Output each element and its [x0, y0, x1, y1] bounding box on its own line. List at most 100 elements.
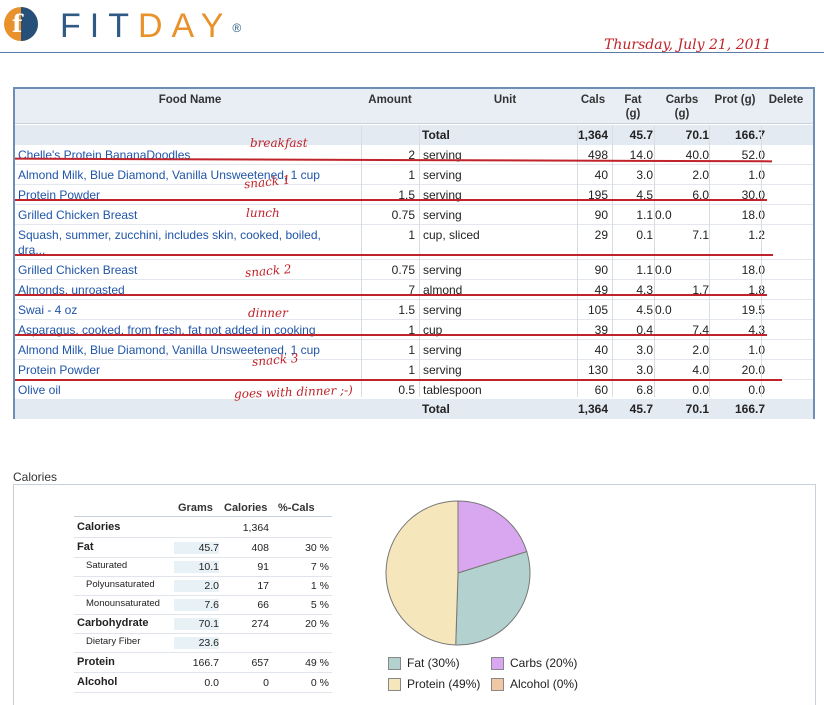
- nutrient-pct: 5 %: [310, 599, 329, 611]
- food-cals: 90: [594, 263, 608, 277]
- food-row: Olive oil 0.5 tablespoon 60 6.8 0.0 0.0: [15, 380, 813, 400]
- food-amount[interactable]: 1: [408, 363, 415, 377]
- col-delete: Delete: [768, 94, 804, 106]
- food-row: Protein Powder 1.5 serving 195 4.5 6.0 3…: [15, 185, 813, 205]
- food-carbs: 2.0: [692, 343, 709, 357]
- nutrient-calories: 657: [251, 657, 269, 669]
- nutrient-row: Fat 45.7 408 30 %: [74, 538, 332, 558]
- food-row: Grilled Chicken Breast 0.75 serving 90 1…: [15, 205, 813, 225]
- food-prot: 18.0: [741, 263, 765, 277]
- nutrient-label: Protein: [77, 656, 115, 668]
- col-amount[interactable]: Amount: [368, 94, 412, 106]
- nutrient-row: Saturated 10.1 91 7 %: [74, 557, 332, 577]
- total-fat: 45.7: [629, 128, 653, 142]
- food-carbs: 0.0: [655, 208, 672, 222]
- food-link[interactable]: Squash, summer, zucchini, includes skin,…: [18, 228, 321, 257]
- food-amount[interactable]: 1.5: [398, 303, 415, 317]
- legend-carbs: Carbs (20%): [510, 656, 578, 670]
- food-amount[interactable]: 0.5: [398, 383, 415, 397]
- nutrient-grams: 7.6: [174, 599, 219, 611]
- food-link[interactable]: Protein Powder: [18, 363, 101, 377]
- nutrient-pct: 30 %: [305, 542, 329, 554]
- food-link[interactable]: Almond Milk, Blue Diamond, Vanilla Unswe…: [18, 168, 320, 182]
- food-unit[interactable]: serving: [423, 343, 462, 357]
- col-cals[interactable]: Cals: [580, 94, 606, 106]
- pie-slice-fat: [455, 550, 531, 646]
- food-link[interactable]: Grilled Chicken Breast: [18, 263, 138, 277]
- food-fat: 3.0: [636, 363, 653, 377]
- col-prot[interactable]: Prot (g): [714, 94, 756, 106]
- nutrient-grams: 2.0: [174, 580, 219, 592]
- nutrient-pct: 20 %: [305, 618, 329, 630]
- total-carbs: 70.1: [685, 128, 709, 142]
- logo-wordmark: FITDAY®: [60, 7, 242, 45]
- food-table-header: Food Name Amount Unit Cals Fat (g) Carbs…: [15, 89, 813, 124]
- food-prot: 1.2: [748, 228, 765, 242]
- food-fat: 0.4: [636, 323, 653, 337]
- food-fat: 0.1: [636, 228, 653, 242]
- food-amount[interactable]: 1: [408, 323, 415, 337]
- food-amount[interactable]: 1.5: [398, 188, 415, 202]
- col-fat[interactable]: Fat (g): [624, 94, 642, 120]
- legend-protein: Protein (49%): [407, 677, 481, 691]
- food-amount[interactable]: 7: [408, 283, 415, 297]
- food-link[interactable]: Protein Powder: [18, 188, 101, 202]
- food-link[interactable]: Almonds, unroasted: [18, 283, 125, 297]
- food-amount[interactable]: 1: [408, 228, 415, 242]
- food-unit[interactable]: cup: [423, 323, 443, 337]
- food-unit[interactable]: cup, sliced: [423, 228, 480, 242]
- food-link[interactable]: Almond Milk, Blue Diamond, Vanilla Unswe…: [18, 343, 320, 357]
- nutrient-row: Carbohydrate 70.1 274 20 %: [74, 614, 332, 634]
- col-divider: [709, 125, 710, 397]
- annotation-lunch: lunch: [246, 206, 280, 220]
- total-carbs: 70.1: [685, 402, 709, 416]
- nutrient-header-rule: [74, 516, 332, 517]
- food-unit[interactable]: serving: [423, 208, 462, 222]
- food-amount[interactable]: 0.75: [391, 208, 415, 222]
- food-unit[interactable]: serving: [423, 263, 462, 277]
- food-unit[interactable]: serving: [423, 303, 462, 317]
- legend-alcohol: Alcohol (0%): [510, 677, 579, 691]
- food-unit[interactable]: serving: [423, 363, 462, 377]
- nutrient-label: Monounsaturated: [86, 598, 160, 609]
- col-carbs[interactable]: Carbs (g): [665, 94, 699, 120]
- nutrient-label: Calories: [77, 521, 121, 533]
- food-amount[interactable]: 0.75: [391, 263, 415, 277]
- food-link[interactable]: Grilled Chicken Breast: [18, 208, 138, 222]
- food-link[interactable]: Swai - 4 oz: [18, 303, 78, 317]
- food-link[interactable]: Asparagus, cooked, from fresh, fat not a…: [18, 323, 316, 337]
- food-cals: 60: [594, 383, 608, 397]
- food-prot: 1.0: [748, 343, 765, 357]
- nutrient-calories: 408: [251, 542, 269, 554]
- food-unit[interactable]: serving: [423, 188, 462, 202]
- food-row: Protein Powder 1 serving 130 3.0 4.0 20.…: [15, 360, 813, 380]
- food-fat: 3.0: [636, 168, 653, 182]
- annotation-underline: [15, 334, 767, 336]
- food-amount[interactable]: 1: [408, 343, 415, 357]
- food-prot: 1.8: [748, 283, 765, 297]
- nutrient-grams: 10.1: [174, 561, 219, 573]
- nutrient-label: Carbohydrate: [77, 617, 149, 629]
- food-carbs: 6.0: [692, 188, 709, 202]
- total-fat: 45.7: [629, 402, 653, 416]
- total-row-top: Total 1,364 45.7 70.1 166.7: [15, 125, 813, 145]
- food-cals: 195: [587, 188, 608, 202]
- food-link[interactable]: Chelle's Protein BananaDoodles: [18, 148, 191, 162]
- food-row: Almonds, unroasted 7 almond 49 4.3 1.7 1…: [15, 280, 813, 300]
- col-unit[interactable]: Unit: [493, 94, 517, 106]
- food-cals: 498: [587, 148, 608, 162]
- food-unit[interactable]: tablespoon: [423, 383, 482, 397]
- food-carbs: 0.0: [655, 303, 672, 317]
- food-amount[interactable]: 2: [408, 148, 415, 162]
- food-link[interactable]: Olive oil: [18, 383, 61, 397]
- food-unit[interactable]: almond: [423, 283, 463, 297]
- food-fat: 3.0: [636, 343, 653, 357]
- food-amount[interactable]: 1: [408, 168, 415, 182]
- nutrient-label: Fat: [77, 541, 94, 553]
- food-fat: 4.5: [636, 303, 653, 317]
- nutrient-row: Calories 1,364: [74, 518, 332, 538]
- food-unit[interactable]: serving: [423, 168, 462, 182]
- food-fat: 1.1: [636, 263, 653, 277]
- col-food-name[interactable]: Food Name: [158, 94, 222, 106]
- fitday-logo[interactable]: f FITDAY®: [2, 4, 302, 44]
